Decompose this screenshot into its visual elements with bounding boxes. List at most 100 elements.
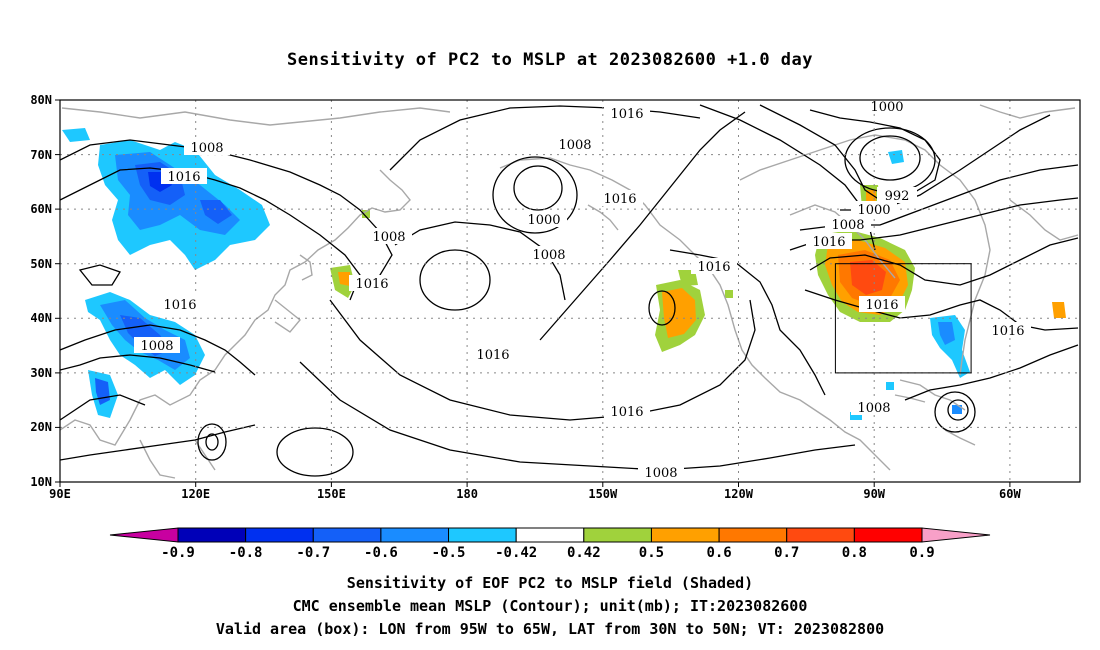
svg-text:1008: 1008 (857, 401, 890, 416)
colorbar-box (718, 527, 788, 543)
svg-text:1000: 1000 (857, 203, 890, 218)
coastlines (60, 104, 1079, 479)
lat-label: 10N (30, 475, 52, 489)
svg-text:1016: 1016 (991, 324, 1024, 339)
lon-label: 180 (456, 487, 478, 501)
lat-label: 70N (30, 148, 52, 162)
svg-text:1016: 1016 (610, 405, 643, 420)
colorbar-box (650, 527, 720, 543)
contour-label: 1016 (859, 296, 905, 313)
svg-text:1008: 1008 (558, 138, 591, 153)
caption-line-3: Valid area (box): LON from 95W to 65W, L… (215, 620, 885, 638)
lat-label: 30N (30, 366, 52, 380)
mslp-contours (60, 104, 1079, 477)
contour-label: 1000 (864, 98, 910, 115)
colorbar-label: 0.5 (639, 545, 664, 561)
lat-label: 40N (30, 311, 52, 325)
colorbar-label: -0.8 (229, 545, 263, 561)
colorbar-box (177, 527, 247, 543)
contour-label: 1008 (134, 337, 180, 354)
svg-text:1016: 1016 (476, 348, 509, 363)
svg-text:1016: 1016 (355, 277, 388, 292)
svg-text:1008: 1008 (140, 339, 173, 354)
svg-text:1016: 1016 (610, 107, 643, 122)
colorbar: -0.9 -0.8 -0.7 -0.6 -0.5 -0.42 0.42 0.5 0.6 0.7 0.… (109, 527, 991, 561)
svg-text:1008: 1008 (190, 141, 223, 156)
svg-text:1000: 1000 (527, 213, 560, 228)
colorbar-box (448, 527, 517, 543)
colorbar-label: 0.6 (706, 545, 731, 561)
colorbar-box (583, 527, 652, 543)
lon-label: 60W (999, 487, 1021, 501)
svg-text:1008: 1008 (644, 466, 677, 481)
svg-text:1008: 1008 (372, 230, 405, 245)
contour-labels: 1016 1000 1008 1016 1008 1016 1000 1016 … (134, 98, 1031, 481)
contour-label: 1000 (521, 211, 567, 228)
caption-line-1: Sensitivity of EOF PC2 to MSLP field (Sh… (346, 574, 754, 592)
contour-label: 1000 (851, 201, 897, 218)
svg-text:992: 992 (885, 189, 910, 204)
colorbar-label: 0.7 (774, 545, 799, 561)
colorbar-high-end (921, 527, 991, 543)
colorbar-low-end (109, 527, 179, 543)
contour-label: 1016 (604, 105, 650, 122)
colorbar-box (786, 527, 855, 543)
lon-label: 120E (181, 487, 210, 501)
svg-text:1016: 1016 (697, 260, 730, 275)
contour-label: 1016 (157, 296, 203, 313)
contour-label: 1008 (526, 246, 572, 263)
colorbar-label: -0.6 (364, 545, 398, 561)
svg-text:1016: 1016 (163, 298, 196, 313)
colorbar-box (515, 527, 585, 543)
plot-title: Sensitivity of PC2 to MSLP at 2023082600… (286, 50, 813, 70)
contour-label: 992 (877, 187, 917, 204)
lon-label: 90E (49, 487, 71, 501)
contour-label: 1008 (825, 216, 871, 233)
svg-text:1016: 1016 (812, 235, 845, 250)
contour-label: 1016 (806, 233, 852, 250)
colorbar-label: 0.42 (567, 545, 601, 561)
colorbar-box (853, 527, 923, 543)
contour-label: 1016 (604, 403, 650, 420)
svg-text:1008: 1008 (532, 248, 565, 263)
colorbar-label: -0.9 (161, 545, 195, 561)
colorbar-box (245, 527, 314, 543)
lat-label: 80N (30, 93, 52, 107)
colorbar-box (380, 527, 450, 543)
contour-label: 1008 (184, 139, 230, 156)
colorbar-box (312, 527, 382, 543)
svg-text:1000: 1000 (870, 100, 903, 115)
contour-label: 1008 (851, 399, 897, 416)
contour-label: 1016 (985, 322, 1031, 339)
contour-label: 1016 (349, 275, 395, 292)
lat-lon-grid (60, 100, 1080, 482)
map-frame (59, 99, 1081, 483)
colorbar-label: 0.8 (842, 545, 867, 561)
lat-label: 20N (30, 420, 52, 434)
svg-text:1008: 1008 (831, 218, 864, 233)
contour-label: 1016 (691, 258, 737, 275)
lon-label: 150W (588, 487, 618, 501)
latitude-labels: 80N 70N 60N 50N 40N 30N 20N 10N (30, 93, 52, 489)
contour-label: 1016 (597, 190, 643, 207)
svg-text:1016: 1016 (603, 192, 636, 207)
lon-label: 150E (317, 487, 346, 501)
longitude-labels: 90E 120E 150E 180 150W 120W 90W 60W (49, 487, 1021, 501)
contour-label: 1008 (552, 136, 598, 153)
svg-text:1016: 1016 (167, 170, 200, 185)
svg-text:1016: 1016 (865, 298, 898, 313)
contour-label: 1008 (366, 228, 412, 245)
colorbar-label: -0.7 (296, 545, 330, 561)
positive-sensitivity-shading (330, 185, 1066, 352)
lat-label: 50N (30, 257, 52, 271)
colorbar-label: 0.9 (909, 545, 934, 561)
colorbar-label: -0.42 (495, 545, 537, 561)
valid-area-box (834, 263, 972, 374)
lat-label: 60N (30, 202, 52, 216)
colorbar-label: -0.5 (432, 545, 466, 561)
caption-line-2: CMC ensemble mean MSLP (Contour); unit(m… (292, 597, 808, 615)
contour-label: 1008 (638, 464, 684, 481)
contour-label: 1016 (161, 168, 207, 185)
lon-label: 90W (863, 487, 885, 501)
axis-ticks (55, 99, 1011, 487)
